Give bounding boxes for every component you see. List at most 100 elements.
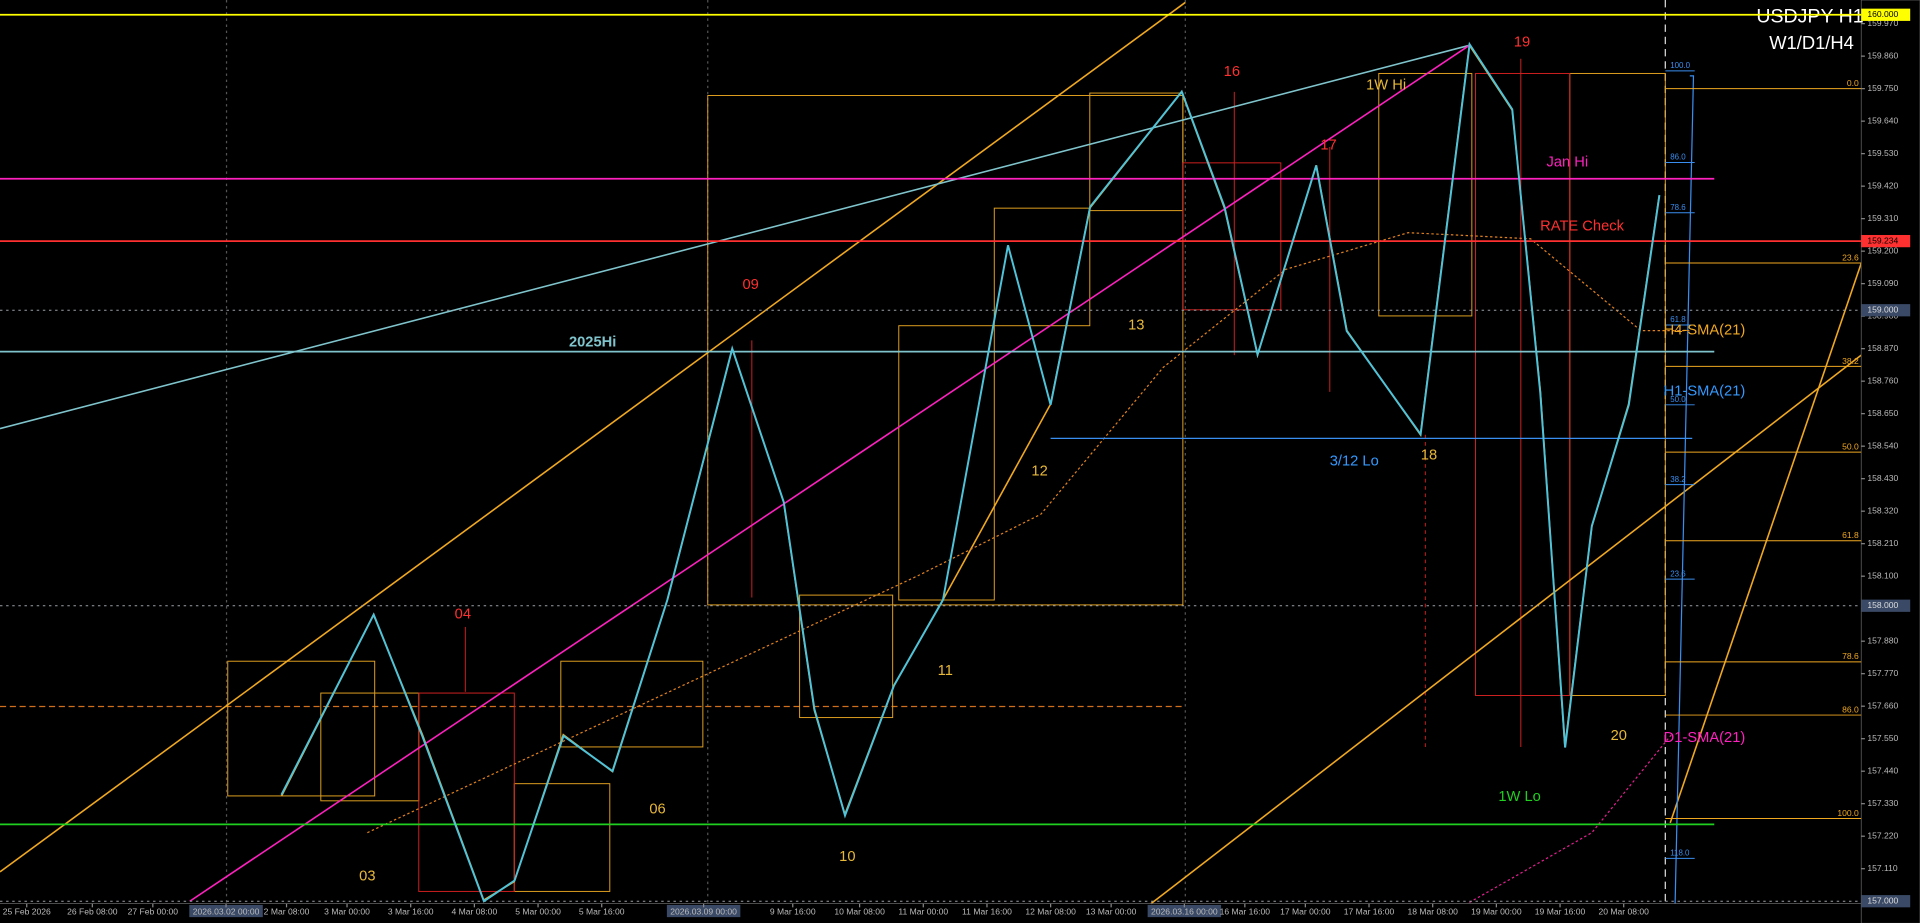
y-tick-label: 158.540 <box>1867 440 1898 450</box>
x-tick-box <box>1147 904 1222 918</box>
y-tick-label: 157.880 <box>1867 635 1898 645</box>
x-tick-label: 5 Mar 16:00 <box>579 907 625 917</box>
y-tick-label: 157.770 <box>1867 668 1898 678</box>
y-tick-label: 157.660 <box>1867 700 1898 710</box>
fib2-label: 86.0 <box>1670 153 1686 162</box>
y-tick-label: 158.650 <box>1867 408 1898 418</box>
y-tick-label: 158.760 <box>1867 375 1898 385</box>
annotation: 06 <box>649 801 665 817</box>
annotation: 19 <box>1514 35 1530 51</box>
fib-label: 61.8 <box>1842 530 1859 540</box>
x-tick-label: 4 Mar 08:00 <box>452 907 498 917</box>
x-tick-label: 2026.03.09 00:00 <box>670 907 737 917</box>
level-box <box>1861 599 1911 612</box>
fib2-label: 78.6 <box>1670 203 1686 212</box>
y-tick-label: 159.640 <box>1867 115 1898 125</box>
x-tick-label: 17 Mar 00:00 <box>1280 907 1331 917</box>
x-tick-label: 5 Mar 00:00 <box>515 907 561 917</box>
fib-label: 50.0 <box>1842 441 1859 451</box>
y-tick-label: 157.330 <box>1867 798 1898 808</box>
annotation: 11 <box>938 663 953 679</box>
x-tick-label: 2026.03.16 00:00 <box>1151 907 1218 917</box>
y-tick-label: 158.100 <box>1867 570 1898 580</box>
x-tick-label: 9 Mar 16:00 <box>770 907 816 917</box>
x-tick-label: 3 Mar 00:00 <box>324 907 370 917</box>
level-box <box>1861 8 1911 21</box>
annotation: 13 <box>1128 318 1144 334</box>
x-tick-label: 17 Mar 16:00 <box>1344 907 1395 917</box>
annotation: 03 <box>359 869 375 885</box>
level-label: 159.000 <box>1867 305 1898 315</box>
price-line <box>280 41 1661 903</box>
x-tick-label: 19 Mar 00:00 <box>1471 907 1522 917</box>
x-tick-label: 25 Feb 2026 <box>3 907 51 917</box>
fib-label: 38.2 <box>1842 356 1859 366</box>
chart-subtitle: W1/D1/H4 <box>1769 32 1854 53</box>
x-tick-label: 18 Mar 08:00 <box>1407 907 1458 917</box>
x-tick-label: 16 Mar 16:00 <box>1220 907 1271 917</box>
y-tick-label: 157.110 <box>1867 863 1898 873</box>
fib-label: 100.0 <box>1837 808 1859 818</box>
x-tick-box <box>189 904 263 918</box>
annotation: RATE Check <box>1540 218 1624 234</box>
level-box <box>1861 304 1911 317</box>
y-tick-label: 159.750 <box>1867 83 1898 93</box>
fib2-label: 118.0 <box>1670 849 1690 858</box>
x-tick-label: 27 Feb 00:00 <box>128 907 179 917</box>
level-label: 160.000 <box>1867 9 1898 19</box>
annotation: 09 <box>742 277 758 293</box>
annotation: 20 <box>1611 728 1627 744</box>
fib-label: 78.6 <box>1842 651 1859 661</box>
x-tick-label: 3 Mar 16:00 <box>388 907 434 917</box>
level-box <box>1861 895 1911 908</box>
x-tick-label: 12 Mar 08:00 <box>1025 907 1076 917</box>
annotation: 18 <box>1421 447 1437 463</box>
fib-label: 86.0 <box>1842 704 1859 714</box>
level-label: 158.000 <box>1867 600 1898 610</box>
y-tick-label: 158.430 <box>1867 473 1898 483</box>
x-tick-box <box>666 904 741 918</box>
y-tick-label: 159.860 <box>1867 50 1898 60</box>
y-tick-label: 159.970 <box>1867 18 1898 28</box>
annotation: 1W Lo <box>1498 789 1540 805</box>
annotation: 1W Hi <box>1366 78 1406 94</box>
level-label: 157.000 <box>1867 895 1898 905</box>
y-tick-label: 159.090 <box>1867 278 1898 288</box>
y-tick-label: 158.320 <box>1867 505 1898 515</box>
fib2-label: 100.0 <box>1670 61 1690 70</box>
y-tick-label: 158.210 <box>1867 538 1898 548</box>
y-tick-label: 157.440 <box>1867 765 1898 775</box>
y-tick-label: 159.200 <box>1867 245 1898 255</box>
chart-title: USDJPY H1 <box>1756 5 1863 27</box>
annotation: 04 <box>455 607 471 623</box>
annotation: Jan Hi <box>1547 155 1589 171</box>
y-tick-label: 157.220 <box>1867 830 1898 840</box>
annotation: 10 <box>839 849 855 865</box>
fib2-label: 38.2 <box>1670 475 1686 484</box>
annotation: H1-SMA(21) <box>1664 384 1746 400</box>
x-tick-label: 11 Mar 00:00 <box>898 907 948 917</box>
level-box <box>1861 234 1911 248</box>
fib-label: 0.0 <box>1847 78 1859 88</box>
fib2-label: 50.0 <box>1670 395 1686 404</box>
annotation: D1-SMA(21) <box>1664 730 1746 746</box>
level-label: 159.234 <box>1867 235 1898 245</box>
x-tick-label: 2026.03.02 00:00 <box>193 907 260 917</box>
annotation: 2025Hi <box>569 335 616 351</box>
annotation: 16 <box>1224 64 1240 80</box>
annotation: H4-SMA(21) <box>1664 322 1746 338</box>
x-tick-label: 13 Mar 00:00 <box>1086 907 1137 917</box>
price-axis <box>1860 0 1920 923</box>
y-tick-label: 158.870 <box>1867 343 1898 353</box>
y-tick-label: 157.550 <box>1867 733 1898 743</box>
annotation: 12 <box>1031 463 1047 479</box>
annotation: 3/12 Lo <box>1330 454 1379 470</box>
fib-label: 23.6 <box>1842 252 1859 262</box>
x-tick-label: 19 Mar 16:00 <box>1535 907 1586 917</box>
annotation: 17 <box>1320 138 1336 154</box>
y-tick-label: 159.530 <box>1867 148 1898 158</box>
